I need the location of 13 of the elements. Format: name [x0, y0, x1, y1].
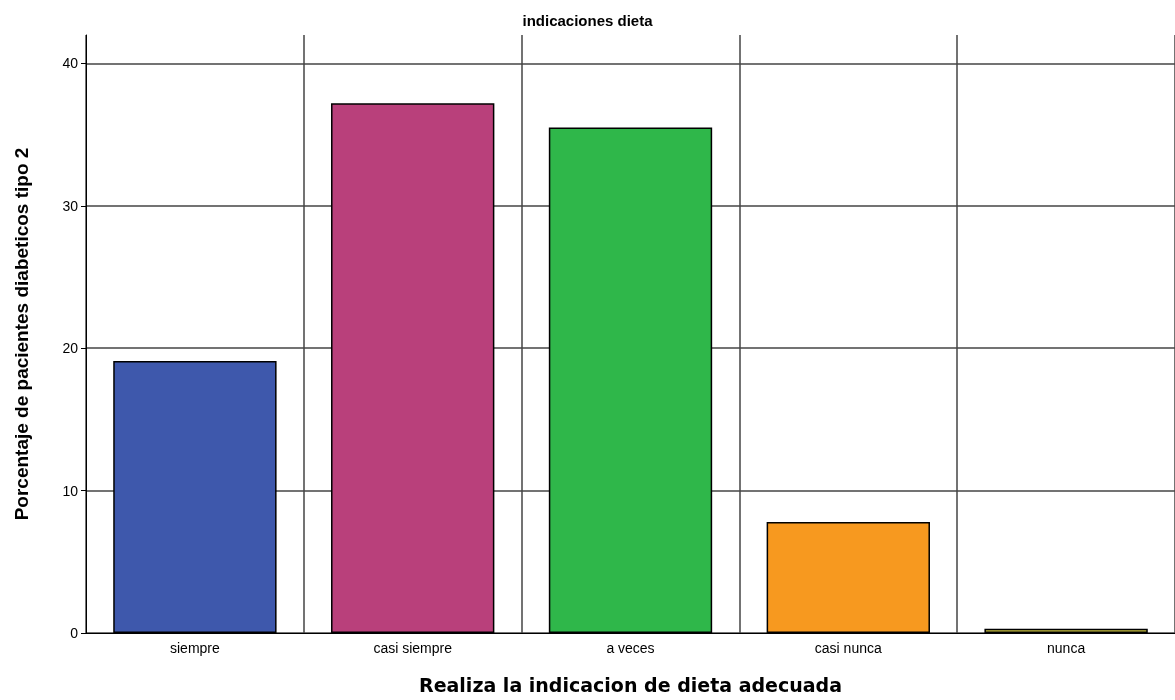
- y-tick-label: 30: [62, 197, 79, 214]
- y-axis-title: Porcentaje de pacientes diabeticos tipo 2: [11, 147, 32, 521]
- x-tick-label: nunca: [1047, 640, 1086, 656]
- y-tick-label: 40: [62, 55, 79, 72]
- x-tick-label: casi siempre: [373, 640, 453, 656]
- x-tick-label: a veces: [606, 640, 655, 656]
- x-tick-label: casi nunca: [814, 640, 882, 656]
- chart-title: indicaciones dieta: [522, 12, 654, 29]
- x-axis-title: Realiza la indicacion de dieta adecuada: [419, 673, 842, 696]
- y-tick-label: 10: [62, 482, 79, 499]
- x-tick-label: siempre: [170, 640, 221, 656]
- y-tick-label: 0: [70, 625, 79, 641]
- y-tick-label: 20: [62, 340, 79, 357]
